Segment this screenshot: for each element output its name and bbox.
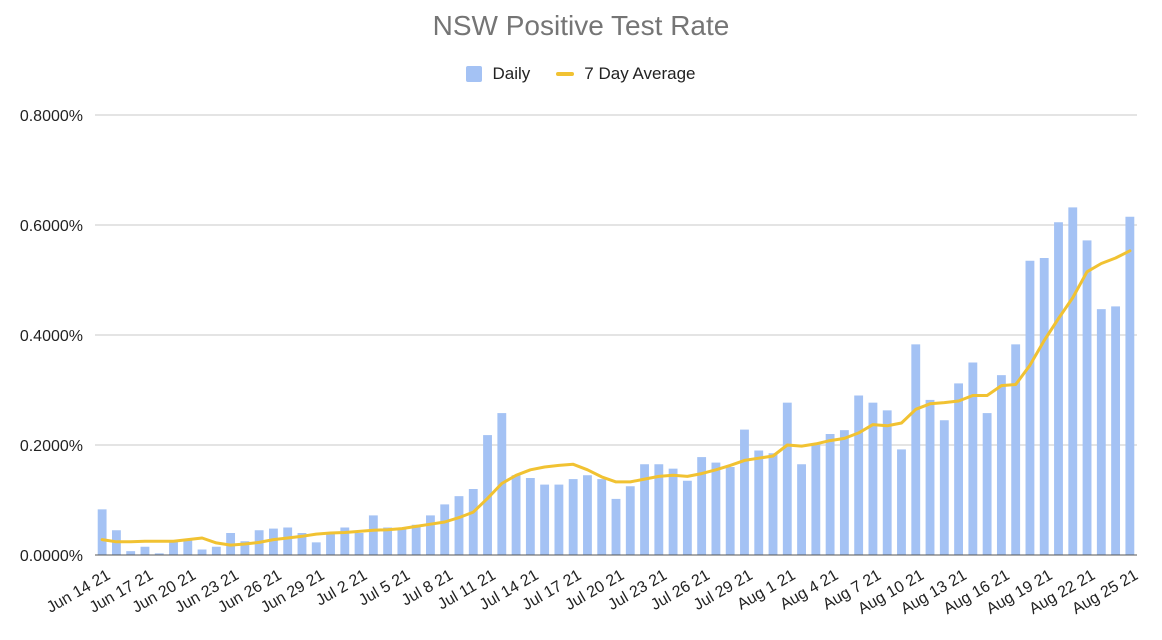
bar-daily [197,549,207,555]
bar-daily [211,546,221,555]
bar-daily [525,478,535,555]
y-tick-label: 0.4000% [20,328,83,345]
bar-daily [968,362,978,555]
legend-label-daily: Daily [492,64,531,83]
bar-daily [854,395,864,555]
bar-daily [782,402,792,555]
bar-daily [811,445,821,555]
y-tick-label: 0.2000% [20,438,83,455]
bar-daily [1068,207,1078,555]
bar-daily [140,546,150,555]
bar-daily [725,467,735,555]
bar-daily [268,528,278,555]
bar-daily [1082,240,1092,555]
bar-daily [625,486,635,555]
legend-item-average: 7 Day Average [556,64,696,84]
y-tick-label: 0.0000% [20,548,83,565]
legend-swatch-average [556,72,575,76]
bar-daily [654,464,664,555]
bar-daily [996,375,1006,555]
bar-daily [568,479,578,555]
bar-daily [454,496,464,555]
bar-daily [1039,258,1049,555]
bar-daily [540,484,550,555]
bar-daily [1025,260,1035,555]
y-tick-label: 0.6000% [20,218,83,235]
bar-daily [768,453,778,555]
legend-label-average: 7 Day Average [584,64,696,83]
bar-daily [954,383,964,555]
bar-daily [440,504,450,555]
bar-daily [483,435,492,555]
bar-daily [611,498,621,555]
bar-daily [1111,306,1121,555]
bar-daily [468,489,478,555]
bar-daily [697,457,707,555]
line-7-day-average [100,249,1132,547]
legend-swatch-daily [466,66,483,82]
legend-item-daily: Daily [466,64,530,84]
bar-daily [640,464,649,555]
bar-daily [982,413,992,555]
bar-daily [1125,216,1135,555]
bar-daily [97,509,107,555]
bar-daily [754,450,764,555]
bar-daily [797,464,806,555]
bar-daily [354,533,364,555]
bar-daily [1096,309,1106,555]
bar-daily [326,533,335,555]
bar-daily [240,541,250,555]
bar-daily [939,420,949,555]
bar-daily [911,344,921,555]
bar-daily [597,479,607,555]
bar-daily [554,484,564,555]
bar-daily [511,475,521,555]
bar-daily [868,402,878,555]
bar-daily [183,540,193,555]
bar-daily [154,553,164,555]
bar-daily [126,551,136,555]
bar-daily [825,434,835,555]
bar-daily [283,527,293,555]
bar-daily [1054,222,1063,555]
bar-daily [882,410,892,555]
bar-daily [340,527,350,555]
bar-daily [668,468,678,555]
bar-daily [311,542,321,555]
bar-daily [368,515,378,555]
bar-daily [383,527,393,555]
bar-daily [711,462,721,555]
bar-daily [839,430,849,555]
legend: Daily 7 Day Average [0,64,1162,84]
bar-daily [397,528,407,555]
bar-daily [583,475,592,555]
y-tick-label: 0.8000% [20,108,83,125]
bar-daily [682,480,692,555]
bar-daily [1011,344,1021,555]
bar-daily [426,515,435,555]
bar-daily [169,541,178,555]
bar-daily [897,449,906,555]
bar-daily [925,399,935,555]
bar-daily [740,429,749,555]
bar-daily [411,524,421,555]
bar-daily [297,533,307,555]
chart-title: NSW Positive Test Rate [432,10,730,41]
